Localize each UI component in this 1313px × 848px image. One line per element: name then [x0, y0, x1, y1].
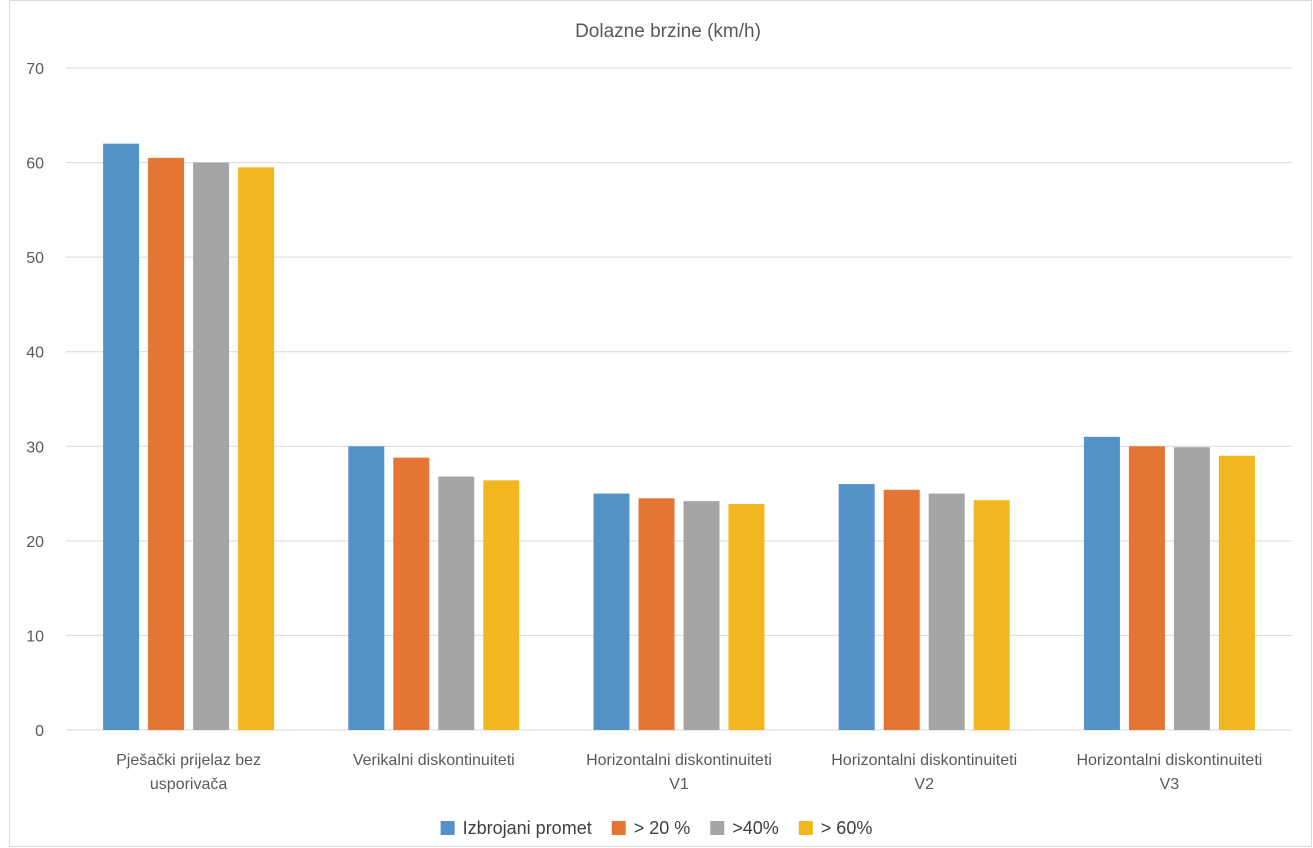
y-tick-label: 40: [26, 345, 44, 362]
y-tick-label: 60: [26, 156, 44, 173]
legend: Izbrojani promet > 20 % >40% > 60%: [440, 818, 873, 838]
bar-20-1: [393, 457, 430, 730]
x-category-label: Verikalni diskontinuiteti: [353, 752, 515, 769]
x-category-label: Horizontalni diskontinuiteti: [586, 752, 772, 769]
bar-60-3: [973, 500, 1010, 730]
y-tick-label: 50: [26, 250, 44, 267]
bar-40-3: [928, 493, 965, 730]
x-category-label: Pješački prijelaz bez: [116, 752, 261, 769]
bar-40-4: [1173, 447, 1210, 730]
bar-izbrojani-promet-4: [1083, 436, 1120, 730]
bar-60-1: [483, 480, 520, 730]
legend-swatch: [798, 821, 813, 835]
bar-izbrojani-promet-1: [348, 446, 385, 730]
y-tick-label: 20: [26, 534, 44, 551]
y-axis-ticks: 0 10 20 30 40 50 60 70: [26, 61, 44, 740]
bar-izbrojani-promet-0: [103, 143, 140, 730]
bar-40-1: [438, 476, 475, 730]
bar-60-2: [728, 503, 765, 730]
x-category-label: V3: [1160, 776, 1180, 793]
x-category-label: V2: [914, 776, 934, 793]
bar-60-4: [1218, 455, 1255, 730]
y-tick-label: 0: [35, 723, 44, 740]
bar-20-2: [638, 498, 675, 730]
x-category-label: Horizontalni diskontinuiteti: [831, 752, 1017, 769]
bars: [103, 143, 1255, 731]
legend-label: >40%: [732, 818, 779, 838]
bar-60-0: [238, 167, 275, 731]
chart-frame: [9, 0, 1312, 847]
bar-izbrojani-promet-3: [838, 484, 875, 730]
x-category-label: V1: [669, 776, 689, 793]
bar-40-0: [193, 162, 230, 731]
x-axis-categories: Pješački prijelaz bez usporivača Verikalni…: [116, 752, 1262, 793]
bar-20-3: [883, 489, 920, 730]
legend-label: > 20 %: [634, 818, 691, 838]
x-category-label: usporivača: [150, 776, 227, 793]
bar-20-4: [1128, 446, 1165, 730]
legend-swatch: [611, 821, 626, 835]
bar-40-2: [683, 501, 720, 730]
legend-label: Izbrojani promet: [463, 818, 592, 838]
y-tick-label: 10: [26, 628, 44, 645]
legend-label: > 60%: [821, 818, 873, 838]
bar-20-0: [148, 157, 185, 731]
y-tick-label: 30: [26, 439, 44, 456]
chart-title: Dolazne brzine (km/h): [575, 21, 761, 42]
x-category-label: Horizontalni diskontinuiteti: [1076, 752, 1262, 769]
legend-swatch: [440, 821, 455, 835]
bar-izbrojani-promet-2: [593, 493, 630, 730]
legend-swatch: [710, 821, 725, 835]
y-tick-label: 70: [26, 61, 44, 78]
